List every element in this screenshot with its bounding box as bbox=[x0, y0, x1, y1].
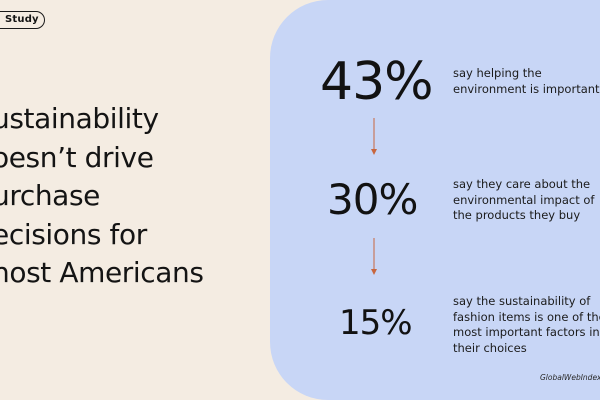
headline-line: nost Americans bbox=[0, 256, 204, 289]
stat-description: say helping the environment is important bbox=[453, 66, 600, 97]
stat-description-line: say helping the bbox=[453, 66, 542, 80]
stat-description-line: environment is important bbox=[453, 81, 600, 96]
down-arrow-icon bbox=[371, 118, 377, 156]
stat-description-line: most important factors in bbox=[453, 325, 600, 339]
stat-description-line: fashion items is one of the bbox=[453, 309, 600, 324]
down-arrow-icon bbox=[371, 238, 377, 276]
headline-line: oesn’t drive bbox=[0, 140, 154, 174]
study-badge: Study bbox=[0, 11, 45, 29]
stat-description: say they care about the environmental im… bbox=[453, 177, 598, 224]
headline-line: ustainability bbox=[0, 102, 159, 135]
headline-line: ecisions for bbox=[0, 217, 147, 251]
stat-description-line: say the sustainability of bbox=[453, 294, 591, 308]
headline: ustainability oesn’t drive urchase ecisi… bbox=[0, 100, 254, 293]
source-citation: GlobalWebIndex, Q bbox=[540, 373, 600, 382]
stat-description: say the sustainability of fashion items … bbox=[453, 294, 600, 356]
headline-line: urchase bbox=[0, 179, 100, 212]
stat-value-15: 15% bbox=[339, 303, 413, 343]
stat-value-43: 43% bbox=[320, 52, 434, 112]
stat-description-line: the products they buy bbox=[453, 208, 581, 222]
stat-description-line: their choices bbox=[453, 340, 527, 355]
stat-description-line: say they care about the bbox=[453, 177, 591, 191]
stats-panel bbox=[270, 0, 600, 400]
stat-value-30: 30% bbox=[327, 175, 418, 224]
stat-description-line: environmental impact of bbox=[453, 192, 595, 207]
